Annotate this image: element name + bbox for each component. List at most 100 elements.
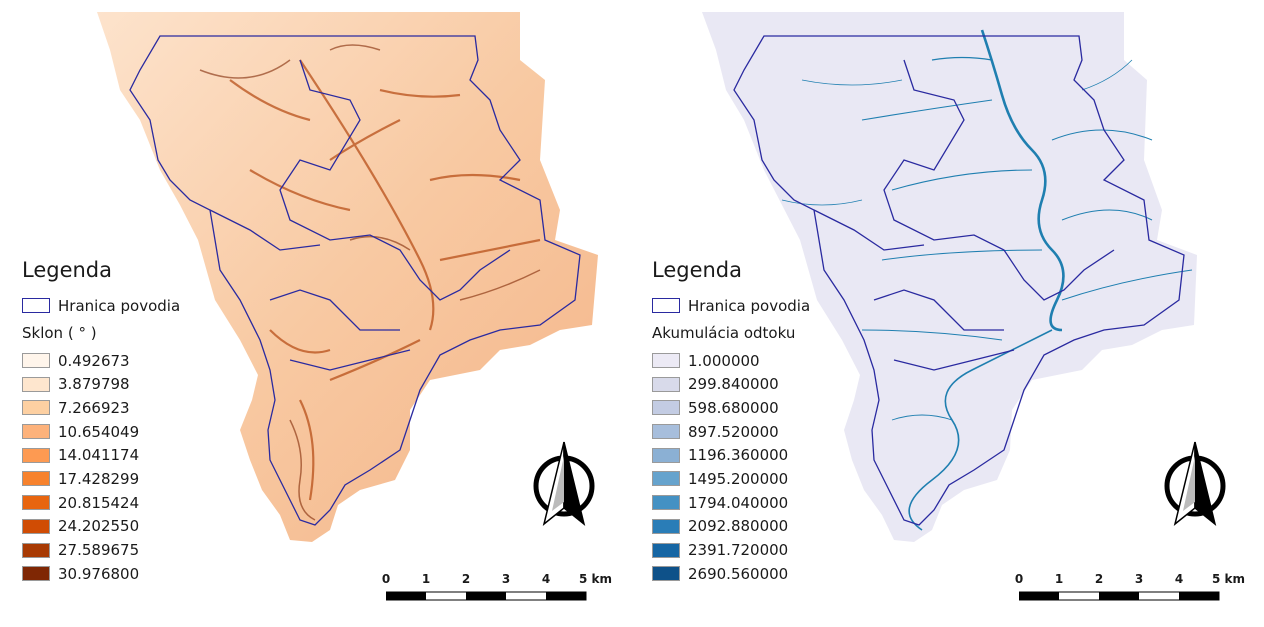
- legend-class-item: 3.879798: [22, 372, 180, 396]
- flow-legend: Legenda Hranica povodia Akumulácia odtok…: [652, 258, 810, 586]
- layer-title: Sklon ( ° ): [22, 323, 97, 342]
- legend-class-label: 20.815424: [58, 493, 140, 512]
- legend-class-item: 1196.360000: [652, 443, 810, 467]
- legend-class-label: 1495.200000: [688, 469, 789, 488]
- legend-class-swatch: [22, 353, 50, 369]
- legend-class-item: 598.680000: [652, 396, 810, 420]
- legend-class-label: 1.000000: [688, 351, 760, 370]
- legend-class-label: 14.041174: [58, 446, 140, 465]
- legend-class-swatch: [22, 566, 50, 582]
- legend-class-swatch: [652, 353, 680, 369]
- legend-class-label: 1794.040000: [688, 493, 789, 512]
- scale-tick: 4: [541, 572, 551, 586]
- legend-class-label: 0.492673: [58, 351, 130, 370]
- legend-boundary-item: Hranica povodia: [22, 294, 180, 318]
- watershed-boundary: [129, 35, 581, 526]
- flow-accumulation-panel: Legenda Hranica povodia Akumulácia odtok…: [632, 0, 1264, 627]
- legend-class-label: 30.976800: [58, 564, 140, 583]
- boundary-label: Hranica povodia: [58, 296, 181, 315]
- boundary-swatch: [652, 298, 680, 314]
- legend-class-label: 3.879798: [58, 375, 130, 394]
- legend-class-item: 1495.200000: [652, 467, 810, 491]
- legend-class-item: 2690.560000: [652, 562, 810, 586]
- legend-class-swatch: [22, 518, 50, 534]
- legend-class-label: 598.680000: [688, 398, 779, 417]
- scale-tick: 0: [381, 572, 391, 586]
- legend-class-item: 897.520000: [652, 420, 810, 444]
- scale-tick: 0: [1014, 572, 1024, 586]
- legend-boundary-item: Hranica povodia: [652, 294, 810, 318]
- legend-class-swatch: [22, 447, 50, 463]
- scale-bar: 0 1 2 3 4 5 km: [1015, 572, 1259, 612]
- legend-class-label: 1196.360000: [688, 446, 789, 465]
- legend-class-swatch: [22, 542, 50, 558]
- slope-map-panel: Legenda Hranica povodia Sklon ( ° ) 0.49…: [22, 12, 626, 612]
- legend-class-swatch: [652, 542, 680, 558]
- legend-class-label: 2092.880000: [688, 517, 789, 536]
- slope-ridge-texture: [199, 44, 541, 521]
- legend-class-swatch: [22, 471, 50, 487]
- legend-class-swatch: [652, 471, 680, 487]
- legend-class-item: 27.589675: [22, 538, 180, 562]
- boundary-label: Hranica povodia: [688, 296, 811, 315]
- legend-class-item: 7.266923: [22, 396, 180, 420]
- legend-class-swatch: [22, 495, 50, 511]
- flow-class-list: 1.000000 299.840000 598.680000 897.520000 11…: [652, 349, 810, 586]
- legend-class-item: 10.654049: [22, 420, 180, 444]
- legend-class-label: 2690.560000: [688, 564, 789, 583]
- legend-class-label: 10.654049: [58, 422, 140, 441]
- legend-class-label: 2391.720000: [688, 541, 789, 560]
- scale-tick: 2: [461, 572, 471, 586]
- scale-tick-unit: 5 km: [1212, 572, 1246, 586]
- legend-class-item: 1.000000: [652, 349, 810, 373]
- scale-tick: 1: [1054, 572, 1064, 586]
- legend-class-item: 24.202550: [22, 515, 180, 539]
- scale-tick: 2: [1094, 572, 1104, 586]
- watershed-boundary: [733, 35, 1185, 526]
- legend-class-swatch: [22, 376, 50, 392]
- layer-title: Akumulácia odtoku: [652, 323, 796, 342]
- legend-class-item: 299.840000: [652, 372, 810, 396]
- legend-title: Legenda: [22, 258, 113, 282]
- legend-class-swatch: [652, 400, 680, 416]
- legend-class-swatch: [652, 376, 680, 392]
- legend-class-label: 299.840000: [688, 375, 779, 394]
- boundary-swatch: [22, 298, 50, 314]
- scale-bar: 0 1 2 3 4 5 km: [382, 572, 626, 612]
- legend-class-item: 30.976800: [22, 562, 180, 586]
- legend-class-label: 897.520000: [688, 422, 779, 441]
- scale-bar-graphic: [1019, 591, 1220, 601]
- slope-map: [97, 12, 598, 542]
- legend-class-swatch: [22, 400, 50, 416]
- slope-raster-extent: [97, 12, 598, 542]
- legend-class-swatch: [652, 495, 680, 511]
- slope-legend: Legenda Hranica povodia Sklon ( ° ) 0.49…: [22, 258, 180, 586]
- legend-class-item: 17.428299: [22, 467, 180, 491]
- stream-network: [781, 29, 1193, 531]
- scale-tick: 1: [421, 572, 431, 586]
- north-arrow-icon: [514, 436, 614, 536]
- legend-class-swatch: [652, 518, 680, 534]
- flow-accumulation-map: [702, 12, 1197, 542]
- legend-class-swatch: [652, 447, 680, 463]
- flow-raster-extent: [702, 12, 1197, 542]
- scale-tick: 4: [1174, 572, 1184, 586]
- legend-title: Legenda: [652, 258, 743, 282]
- scale-tick: 3: [1134, 572, 1144, 586]
- legend-class-label: 27.589675: [58, 541, 140, 560]
- legend-class-item: 20.815424: [22, 491, 180, 515]
- legend-class-label: 24.202550: [58, 517, 140, 536]
- legend-class-swatch: [652, 566, 680, 582]
- legend-class-swatch: [22, 424, 50, 440]
- slope-class-list: 0.492673 3.879798 7.266923 10.654049 14.0411…: [22, 349, 180, 586]
- legend-class-swatch: [652, 424, 680, 440]
- north-arrow-icon: [1145, 436, 1245, 536]
- legend-class-label: 17.428299: [58, 469, 140, 488]
- legend-class-item: 2092.880000: [652, 515, 810, 539]
- scale-bar-graphic: [386, 591, 587, 601]
- legend-class-item: 1794.040000: [652, 491, 810, 515]
- scale-tick: 3: [501, 572, 511, 586]
- legend-class-label: 7.266923: [58, 398, 130, 417]
- legend-class-item: 0.492673: [22, 349, 180, 373]
- legend-class-item: 14.041174: [22, 443, 180, 467]
